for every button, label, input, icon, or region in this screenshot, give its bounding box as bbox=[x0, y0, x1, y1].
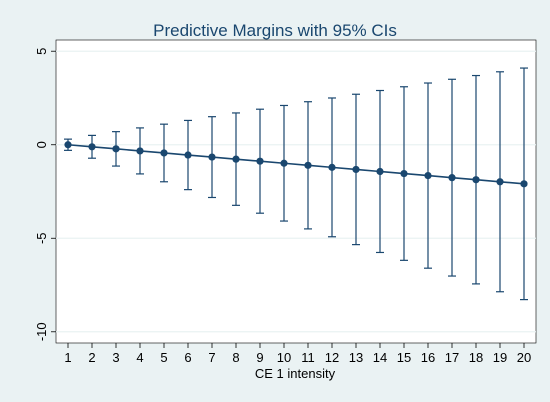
series-line bbox=[67, 143, 525, 185]
data-point bbox=[64, 141, 72, 149]
data-point bbox=[232, 155, 240, 163]
gridlines bbox=[56, 50, 536, 333]
x-tick-label: 11 bbox=[301, 350, 315, 365]
x-tick-label: 1 bbox=[64, 350, 71, 365]
x-tick-label: 8 bbox=[232, 350, 239, 365]
data-point bbox=[88, 143, 96, 151]
x-tick-label: 5 bbox=[160, 350, 167, 365]
y-tick-label: -5 bbox=[34, 232, 49, 244]
x-tick-label: 16 bbox=[421, 350, 435, 365]
y-tick-label: -10 bbox=[34, 322, 49, 341]
data-point bbox=[328, 163, 336, 171]
x-tick-label: 14 bbox=[373, 350, 387, 365]
x-tick-label: 7 bbox=[208, 350, 215, 365]
chart-title: Predictive Margins with 95% CIs bbox=[153, 21, 397, 40]
data-point bbox=[448, 174, 456, 182]
data-point bbox=[472, 176, 480, 184]
x-tick-label: 13 bbox=[349, 350, 363, 365]
x-tick-label: 17 bbox=[445, 350, 459, 365]
data-point bbox=[496, 178, 504, 186]
data-point bbox=[280, 159, 288, 167]
data-point bbox=[376, 167, 384, 176]
x-tick-label: 19 bbox=[493, 350, 507, 365]
plot-area bbox=[55, 39, 537, 344]
y-tick-label: 5 bbox=[34, 48, 49, 55]
x-tick-label: 3 bbox=[112, 350, 119, 365]
x-tick-label: 20 bbox=[517, 350, 531, 365]
x-axis-label: CE 1 intensity bbox=[255, 366, 336, 381]
data-point bbox=[136, 147, 144, 155]
x-tick-label: 9 bbox=[256, 350, 263, 365]
data-point bbox=[352, 165, 360, 174]
tick-labels: 50-5-101 2 3 4 5 6 7 8 9 10 11 12 13 14 15 16 17 18 19 20 bbox=[34, 48, 531, 365]
series bbox=[67, 143, 525, 185]
data-point bbox=[520, 180, 528, 188]
x-tick-label: 15 bbox=[397, 350, 411, 365]
data-point bbox=[256, 157, 264, 165]
confidence-intervals bbox=[64, 67, 528, 301]
y-tick-label: 0 bbox=[34, 141, 49, 148]
data-point bbox=[208, 153, 216, 161]
x-tick-label: 2 bbox=[88, 350, 95, 365]
x-tick-label: 18 bbox=[469, 350, 483, 365]
axes bbox=[51, 50, 525, 348]
data-point bbox=[184, 151, 192, 159]
data-point bbox=[160, 149, 168, 157]
x-tick-label: 6 bbox=[184, 350, 191, 365]
data-point bbox=[112, 145, 120, 153]
data-points bbox=[64, 141, 528, 188]
data-point bbox=[400, 169, 408, 178]
data-point bbox=[424, 172, 432, 180]
x-tick-label: 10 bbox=[277, 350, 291, 365]
x-tick-label: 4 bbox=[136, 350, 143, 365]
data-point bbox=[304, 161, 312, 169]
x-tick-label: 12 bbox=[325, 350, 339, 365]
